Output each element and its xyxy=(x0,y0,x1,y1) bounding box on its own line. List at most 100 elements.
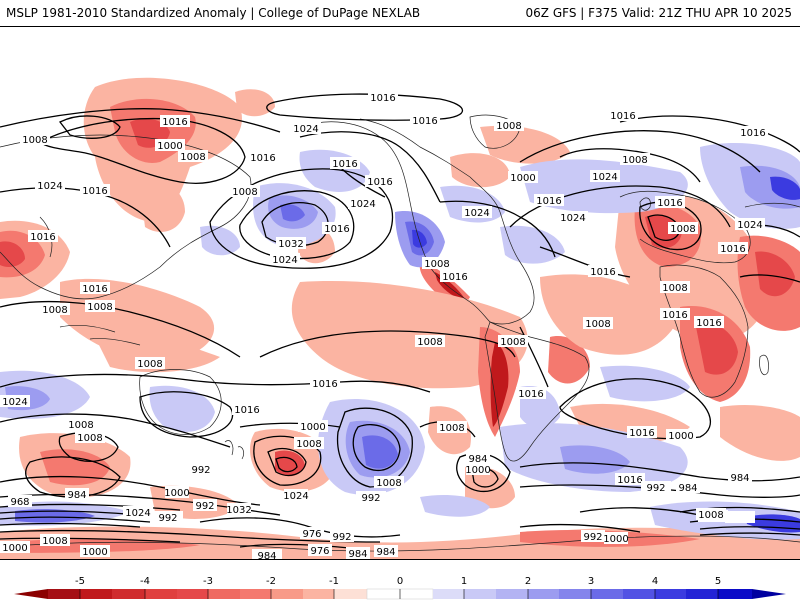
anomaly-neg-sh-low-3 xyxy=(465,466,515,509)
anomaly-neg-alaska xyxy=(235,89,275,117)
isobar-label: 1016 xyxy=(536,196,561,207)
colorbar-swatch xyxy=(240,589,271,599)
isobar-label: 1016 xyxy=(590,267,615,278)
colorbar-swatch xyxy=(303,589,334,599)
colorbar-swatch xyxy=(559,589,591,599)
colorbar-tick-label: -4 xyxy=(140,576,150,587)
isobar-line xyxy=(509,185,731,228)
isobar-label: 1000 xyxy=(465,465,490,476)
isobar-line xyxy=(0,493,281,516)
anomaly-neg-wpac-2 xyxy=(90,327,220,373)
isobar-label: 984 xyxy=(730,473,749,484)
isobar-label: 1000 xyxy=(164,488,189,499)
isobar-label: 1016 xyxy=(696,318,721,329)
isobar-line xyxy=(699,526,800,530)
anomaly-pos-russia-core2 xyxy=(770,176,800,200)
colorbar-arrow-left xyxy=(14,589,48,599)
coast-south-america xyxy=(484,321,590,462)
isobar-label: 1016 xyxy=(234,405,259,416)
isobar-label: 1016 xyxy=(324,224,349,235)
isobar-line xyxy=(267,448,307,476)
colorbar-swatch xyxy=(528,589,559,599)
isobar-line xyxy=(519,130,761,173)
isobar-line xyxy=(519,326,549,388)
colorbar-swatch xyxy=(591,589,623,599)
isobar-label: 1016 xyxy=(370,93,395,104)
isobar-label: 1008 xyxy=(500,337,525,348)
colorbar-swatch xyxy=(655,589,686,599)
isobar-label: 1000 xyxy=(603,534,628,545)
isobar-line xyxy=(239,190,355,260)
anomaly-neg-arctic-1 xyxy=(450,153,510,188)
isobar-line xyxy=(519,523,641,533)
isobar-label: 992 xyxy=(195,501,214,512)
isobar-label: 1024 xyxy=(125,508,150,519)
isobar-label: 1000 xyxy=(300,422,325,433)
anomaly-pos-n-atlantic-2 xyxy=(500,225,565,264)
isobar-label: 1008 xyxy=(68,420,93,431)
isobar-line xyxy=(559,148,701,183)
isobar-line xyxy=(739,274,800,283)
isobar-line xyxy=(299,131,441,203)
isobar-label: 1024 xyxy=(272,255,297,266)
anomaly-neg-s-africa-core xyxy=(695,321,738,375)
isobar-line xyxy=(38,117,246,184)
isobar-label: 1016 xyxy=(610,111,635,122)
isobar-label: 1008 xyxy=(698,510,723,521)
coast-indonesia xyxy=(59,325,141,346)
isobar-label: 992 xyxy=(646,483,665,494)
isobar-line xyxy=(0,373,431,393)
colorbar-swatch xyxy=(112,589,145,599)
isobar-line xyxy=(352,424,401,472)
isobar-label: 984 xyxy=(257,551,276,559)
isobar-label: 1024 xyxy=(464,208,489,219)
colorbar-swatch xyxy=(271,589,303,599)
isobar-label: 1008 xyxy=(439,423,464,434)
colorbar-swatch xyxy=(433,589,464,599)
anomaly-pos-australia xyxy=(149,385,215,432)
colorbar-tick-label: 4 xyxy=(652,576,658,587)
isobar-label: 1016 xyxy=(617,475,642,486)
isobar-line xyxy=(0,529,381,543)
isobar-label: 1008 xyxy=(585,319,610,330)
isobar-label: 1016 xyxy=(662,310,687,321)
isobar-line xyxy=(199,517,401,538)
isobar-label: 1000 xyxy=(510,173,535,184)
isobar-label: 1016 xyxy=(442,272,467,283)
isobar-line xyxy=(0,516,151,523)
anomaly-pos-s-atlantic-high-core xyxy=(560,445,630,474)
colorbar-swatch xyxy=(686,589,718,599)
coast-asia xyxy=(0,134,252,300)
anomaly-pos-canada xyxy=(299,149,370,192)
isobar-label: 1024 xyxy=(293,124,318,135)
isobar-label: 1008 xyxy=(77,433,102,444)
anomaly-neg-tropical-epac xyxy=(291,281,528,389)
isobar-label: 1008 xyxy=(417,337,442,348)
coast-europe xyxy=(619,190,751,264)
anomaly-neg-east-asia-core2 xyxy=(0,241,25,267)
anomaly-pos-antarctic-left-core xyxy=(15,509,95,523)
mslp-anomaly-map: 1016 1024 1016 1008 1016 1000 1008 1008 … xyxy=(0,26,800,560)
isobar-line xyxy=(439,200,556,258)
colorbar-swatch xyxy=(177,589,208,599)
isobar-label: 1016 xyxy=(82,284,107,295)
isobar-label: 1008 xyxy=(424,259,449,270)
colorbar-swatch xyxy=(208,589,240,599)
anomaly-neg-kamchatka xyxy=(140,183,185,232)
isobar-label: 1016 xyxy=(629,428,654,439)
isobar-label: 976 xyxy=(302,529,321,540)
isobar-label: 976 xyxy=(310,546,329,557)
isobar-line xyxy=(25,456,121,498)
isobar-label: 992 xyxy=(583,532,602,543)
isobar-label: 984 xyxy=(376,547,395,558)
colorbar-swatch xyxy=(48,589,80,599)
coast-nz xyxy=(224,440,244,460)
isobar-line xyxy=(139,391,234,438)
colorbar-tick-label: 3 xyxy=(588,576,594,587)
isobar-line xyxy=(519,462,800,482)
isobar-label: 1024 xyxy=(560,213,585,224)
isobar-line xyxy=(339,166,386,198)
coast-uk xyxy=(639,197,651,211)
isobar-line xyxy=(266,93,463,121)
isobar-label: 1008 xyxy=(42,305,67,316)
